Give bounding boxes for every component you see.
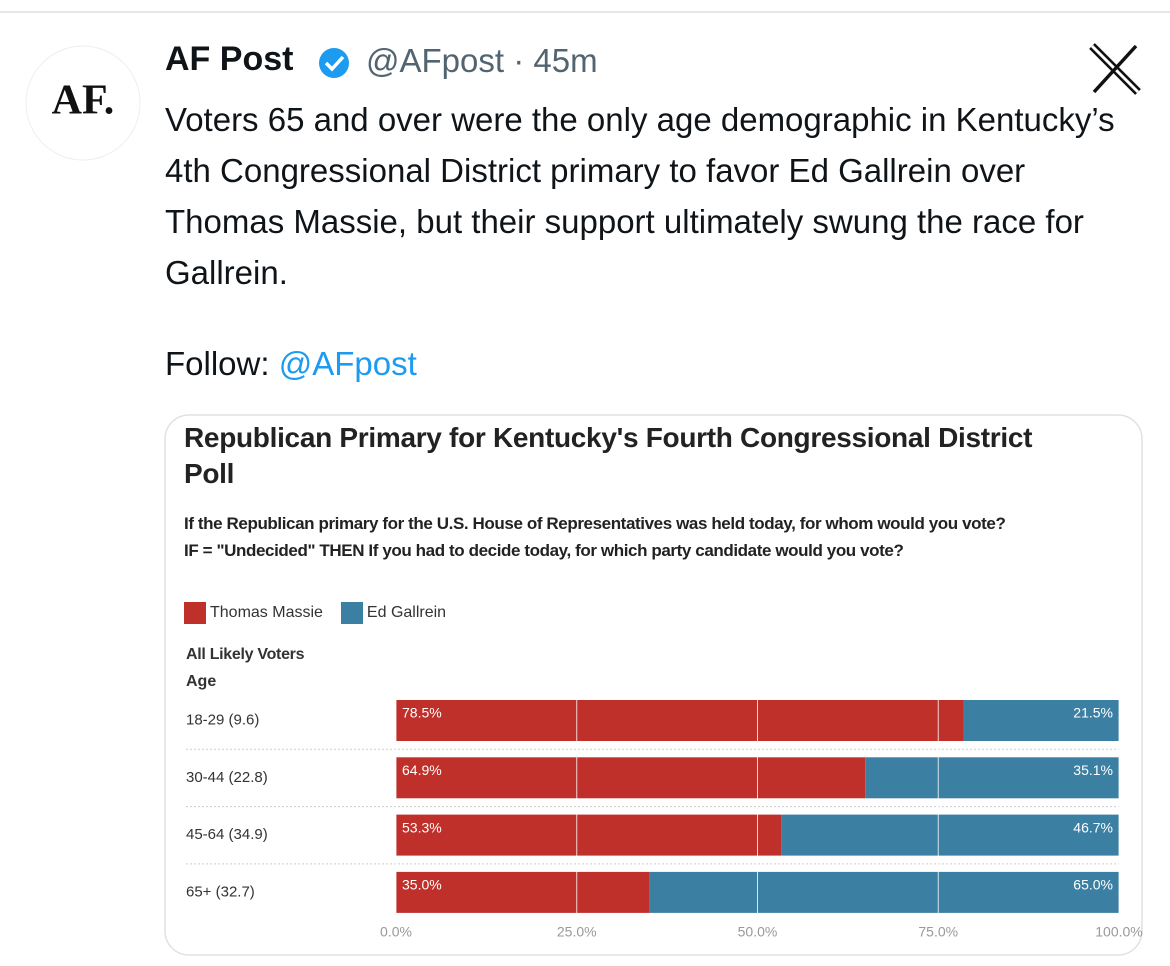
bar-segment [963,700,1119,741]
legend-label: Ed Gallrein [366,604,447,621]
category-label: Age [186,673,217,690]
avatar-text: AF. [52,78,115,124]
legend-label: Thomas Massie [210,604,323,621]
verified-badge [319,48,349,78]
plot: 18-29 (9.6) 78.5% 21.5% 30-44 (22.8) 64.9% 35… [186,694,1143,940]
follow-label: Follow: [165,345,270,382]
handle-time: @AFpost · 45m [366,42,598,79]
category-label: 18-29 (9.6) [186,711,259,728]
value-label: 21.5% [1073,705,1113,721]
legend-swatch [340,602,363,624]
legend: Thomas Massie Ed Gallrein [184,602,446,624]
bar-segment [396,700,964,741]
bar-segment [396,814,782,856]
legend-swatch [184,602,206,624]
legend-item: Thomas Massie [184,602,323,624]
bar-segment [396,871,650,913]
value-label: 64.9% [402,762,442,778]
value-label: 53.3% [402,819,442,835]
subtitle-line: IF = "Undecided" THEN If you had to deci… [184,541,904,560]
author-name[interactable]: AF Post [165,40,294,78]
x-tick-label: 100.0% [1095,924,1142,940]
value-label: 35.1% [1073,762,1113,778]
group-label: All Likely Voters [186,646,305,663]
follow-handle[interactable]: @AFpost [278,345,417,382]
bar-segment [865,757,1119,799]
follow-line: Follow: @AFpost [165,345,417,383]
value-label: 35.0% [402,877,442,893]
bar-segment [781,814,1119,856]
chart-title: Republican Primary for Kentucky's Fourth… [184,422,1033,489]
bar-segment [649,871,1119,913]
tweet-text: Voters 65 and over were the only age dem… [165,101,1115,291]
category-label: 45-64 (34.9) [186,826,268,843]
value-label: 65.0% [1073,877,1113,893]
x-tick-label: 0.0% [380,924,412,940]
category-label: 65+ (32.7) [186,883,255,900]
chart-subtitle: If the Republican primary for the U.S. H… [184,510,1114,564]
avatar[interactable] [25,45,141,161]
handle[interactable]: @AFpost [366,42,505,79]
bar-segment [396,757,866,799]
category-label: 30-44 (22.8) [186,769,268,786]
x-logo[interactable] [1089,43,1141,95]
value-label: 46.7% [1073,819,1113,835]
subtitle-line: If the Republican primary for the U.S. H… [184,514,1006,533]
value-label: 78.5% [402,705,442,721]
time[interactable]: 45m [533,42,598,79]
legend-item: Ed Gallrein [340,602,447,624]
x-tick-label: 75.0% [918,924,958,940]
x-tick-label: 50.0% [738,924,778,940]
x-tick-label: 25.0% [557,924,597,940]
